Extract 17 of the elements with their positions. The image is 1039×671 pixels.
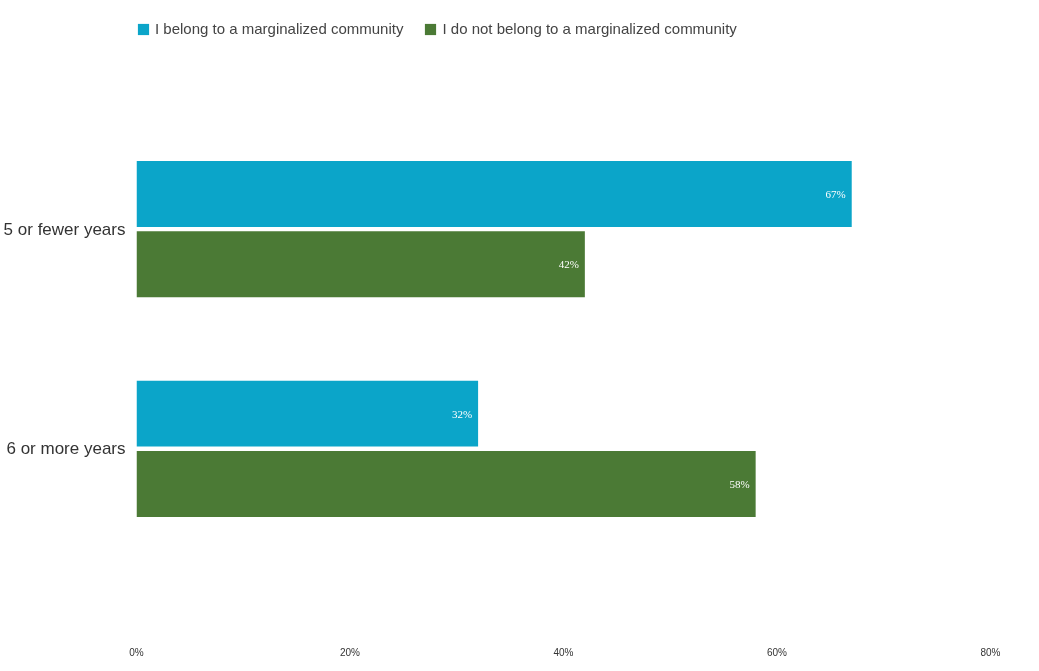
data-label: 58% xyxy=(729,477,750,490)
data-label: 67% xyxy=(825,188,846,201)
bar xyxy=(136,451,756,517)
bar xyxy=(136,231,585,298)
y-tick-label: 6 or more years xyxy=(6,439,126,459)
data-label: 42% xyxy=(558,258,579,271)
bar xyxy=(136,380,479,447)
bar xyxy=(136,161,852,227)
x-tick-label: 40% xyxy=(553,646,574,658)
x-tick-label: 60% xyxy=(766,646,788,658)
y-tick-label: 5 or fewer years xyxy=(3,219,126,239)
x-tick-label: 80% xyxy=(980,646,1001,658)
data-label: 32% xyxy=(451,407,473,420)
legend-label: I do not belong to a marginalized community xyxy=(442,20,737,37)
legend-label: I belong to a marginalized community xyxy=(155,20,404,37)
x-tick-label: 0% xyxy=(129,646,144,658)
x-tick-label: 20% xyxy=(339,646,361,658)
